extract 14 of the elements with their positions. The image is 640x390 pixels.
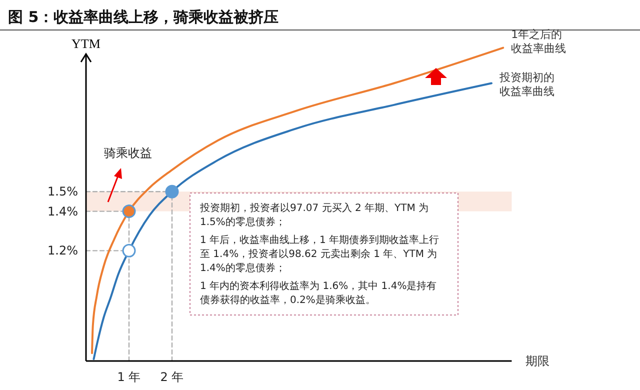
x-tick-label: 2 年: [160, 370, 184, 384]
y-tick-label: 1.5%: [48, 184, 78, 199]
chart-title: 图 5：收益率曲线上移，骑乘收益被挤压: [8, 8, 279, 26]
y-axis-title: YTM: [72, 36, 101, 51]
x-tick-label: 1 年: [117, 370, 141, 384]
annotation: 投资期初，投资者以97.07 元买入 2 年期、YTM 为 1.5%的零息债券；: [199, 202, 429, 228]
y-tick-label: 1.4%: [48, 204, 78, 218]
annotation: 骑乘收益: [104, 146, 152, 160]
y-tick-label: 1.2%: [48, 244, 78, 258]
annotation: 1 年后，收益率曲线上移，1 年期债券到期收益率上行至 1.4%，投资者以98.62 元卖出剩余 1 年、YTM 为 1.4%的零息债券；: [200, 234, 440, 274]
series-label: 投资期初的收益率曲线: [498, 71, 554, 98]
x-axis-title: 期限: [526, 354, 550, 368]
series-label: 1年之后的收益率曲线: [511, 28, 566, 55]
annotation: 1 年内的资本利得收益率为 1.6%，其中 1.4%是持有债券获得的收益率，0.2%是骑乘收益。: [200, 280, 437, 306]
